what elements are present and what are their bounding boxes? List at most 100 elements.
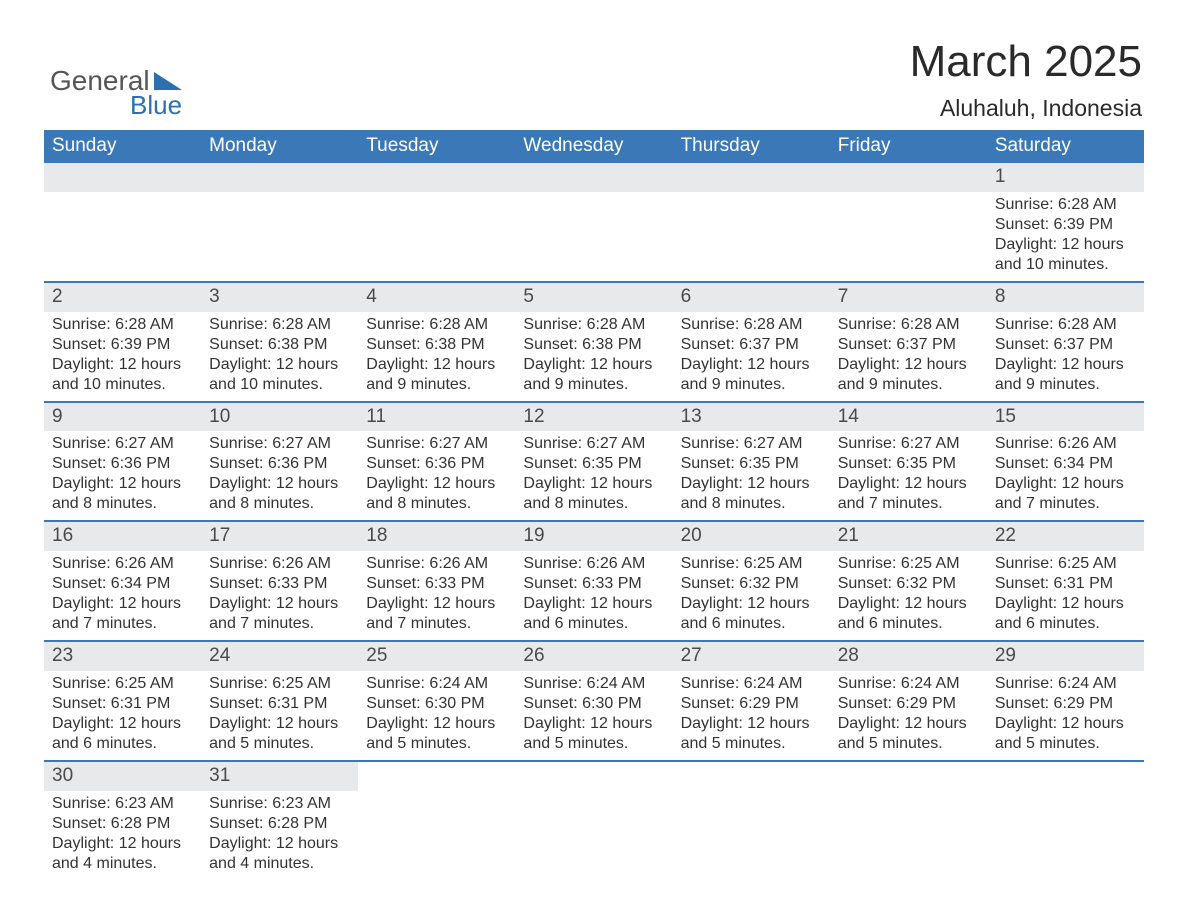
day-number: 13: [673, 403, 830, 432]
sunrise-line: Sunrise: 6:25 AM: [995, 554, 1138, 574]
sunrise-line: Sunrise: 6:24 AM: [681, 674, 824, 694]
sunset-line: Sunset: 6:33 PM: [523, 574, 666, 594]
day-info: Sunrise: 6:23 AMSunset: 6:28 PMDaylight:…: [44, 794, 201, 874]
day-cell: 24Sunrise: 6:25 AMSunset: 6:31 PMDayligh…: [201, 641, 358, 761]
daylight-line: Daylight: 12 hours and 6 minutes.: [523, 594, 666, 634]
sunset-line: Sunset: 6:30 PM: [366, 694, 509, 714]
day-cell: 19 Sunrise: 6:26 AMSunset: 6:33 PMDayligh…: [515, 521, 672, 641]
daylight-line: Daylight: 12 hours and 7 minutes.: [995, 474, 1138, 514]
day-info: Sunrise: 6:26 AMSunset: 6:33 PMDaylight:…: [358, 554, 515, 634]
sunset-line: Sunset: 6:35 PM: [681, 454, 824, 474]
day-info: [673, 794, 830, 864]
week-row: 1Sunrise: 6:28 AMSunset: 6:39 PMDaylight…: [44, 163, 1144, 282]
sunset-line: Sunset: 6:32 PM: [838, 574, 981, 594]
day-number: 30: [44, 762, 201, 791]
day-number: [358, 762, 515, 791]
day-cell: 27 Sunrise: 6:24 AMSunset: 6:29 PMDayligh…: [673, 641, 830, 761]
sunrise-line: Sunrise: 6:25 AM: [838, 554, 981, 574]
sunrise-line: Sunrise: 6:26 AM: [523, 554, 666, 574]
day-info: Sunrise: 6:27 AMSunset: 6:36 PMDaylight:…: [44, 434, 201, 514]
day-number: 26: [515, 642, 672, 671]
day-number: [358, 163, 515, 192]
daylight-line: Daylight: 12 hours and 5 minutes.: [366, 714, 509, 754]
sunset-line: Sunset: 6:35 PM: [838, 454, 981, 474]
day-cell: 1Sunrise: 6:28 AMSunset: 6:39 PMDaylight…: [987, 163, 1144, 282]
daylight-line: Daylight: 12 hours and 10 minutes.: [209, 355, 352, 395]
day-cell: 9Sunrise: 6:27 AMSunset: 6:36 PMDaylight…: [44, 402, 201, 522]
sunset-line: Sunset: 6:36 PM: [209, 454, 352, 474]
day-number: [673, 163, 830, 192]
day-info: Sunrise: 6:25 AMSunset: 6:31 PMDaylight:…: [201, 674, 358, 754]
daylight-line: Daylight: 12 hours and 8 minutes.: [681, 474, 824, 514]
daylight-line: Daylight: 12 hours and 6 minutes.: [681, 594, 824, 634]
day-number: 2: [44, 283, 201, 312]
day-header: Tuesday: [358, 130, 515, 163]
day-number: [44, 163, 201, 192]
daylight-line: Daylight: 12 hours and 5 minutes.: [838, 714, 981, 754]
day-cell: 11Sunrise: 6:27 AMSunset: 6:36 PMDayligh…: [358, 402, 515, 522]
day-number: 3: [201, 283, 358, 312]
logo-text-blue: Blue: [130, 90, 182, 120]
daylight-line: Daylight: 12 hours and 7 minutes.: [838, 474, 981, 514]
day-header: Monday: [201, 130, 358, 163]
week-row: 2Sunrise: 6:28 AMSunset: 6:39 PMDaylight…: [44, 282, 1144, 402]
sunset-line: Sunset: 6:29 PM: [995, 694, 1138, 714]
day-number: 5: [515, 283, 672, 312]
location-subtitle: Aluhaluh, Indonesia: [910, 95, 1142, 122]
day-cell: 14Sunrise: 6:27 AMSunset: 6:35 PMDayligh…: [830, 402, 987, 522]
calendar-body: 1Sunrise: 6:28 AMSunset: 6:39 PMDaylight…: [44, 163, 1144, 880]
sunrise-line: Sunrise: 6:24 AM: [366, 674, 509, 694]
page-title: March 2025: [910, 39, 1142, 85]
sunrise-line: Sunrise: 6:27 AM: [52, 434, 195, 454]
day-info: [201, 195, 358, 265]
daylight-line: Daylight: 12 hours and 7 minutes.: [366, 594, 509, 634]
sunrise-line: Sunrise: 6:25 AM: [52, 674, 195, 694]
daylight-line: Daylight: 12 hours and 5 minutes.: [995, 714, 1138, 754]
day-cell: 5Sunrise: 6:28 AMSunset: 6:38 PMDaylight…: [515, 282, 672, 402]
sunset-line: Sunset: 6:34 PM: [995, 454, 1138, 474]
sunset-line: Sunset: 6:39 PM: [995, 215, 1138, 235]
day-cell: 6Sunrise: 6:28 AMSunset: 6:37 PMDaylight…: [673, 282, 830, 402]
sunset-line: Sunset: 6:34 PM: [52, 574, 195, 594]
day-info: Sunrise: 6:24 AMSunset: 6:29 PMDaylight:…: [987, 674, 1144, 754]
day-cell: 12Sunrise: 6:27 AMSunset: 6:35 PMDayligh…: [515, 402, 672, 522]
day-number: 25: [358, 642, 515, 671]
daylight-line: Daylight: 12 hours and 9 minutes.: [995, 355, 1138, 395]
day-cell: 4Sunrise: 6:28 AMSunset: 6:38 PMDaylight…: [358, 282, 515, 402]
header-bar: General Blue March 2025 Aluhaluh, Indone…: [44, 30, 1144, 122]
daylight-line: Daylight: 12 hours and 6 minutes.: [995, 594, 1138, 634]
day-number: 11: [358, 403, 515, 432]
sunrise-line: Sunrise: 6:24 AM: [995, 674, 1138, 694]
day-number: 12: [515, 403, 672, 432]
sunrise-line: Sunrise: 6:27 AM: [366, 434, 509, 454]
daylight-line: Daylight: 12 hours and 6 minutes.: [52, 714, 195, 754]
day-info: Sunrise: 6:28 AMSunset: 6:39 PMDaylight:…: [987, 195, 1144, 275]
day-number: 31: [201, 762, 358, 791]
daylight-line: Daylight: 12 hours and 5 minutes.: [681, 714, 824, 754]
daylight-line: Daylight: 12 hours and 8 minutes.: [209, 474, 352, 514]
day-cell: 13Sunrise: 6:27 AMSunset: 6:35 PMDayligh…: [673, 402, 830, 522]
day-cell: [358, 761, 515, 880]
day-cell: [358, 163, 515, 282]
day-number: 10: [201, 403, 358, 432]
sunset-line: Sunset: 6:31 PM: [209, 694, 352, 714]
day-cell: 3Sunrise: 6:28 AMSunset: 6:38 PMDaylight…: [201, 282, 358, 402]
day-info: [830, 794, 987, 864]
daylight-line: Daylight: 12 hours and 4 minutes.: [209, 834, 352, 874]
sunset-line: Sunset: 6:35 PM: [523, 454, 666, 474]
day-number: 27: [673, 642, 830, 671]
sunset-line: Sunset: 6:37 PM: [681, 335, 824, 355]
day-cell: 29Sunrise: 6:24 AMSunset: 6:29 PMDayligh…: [987, 641, 1144, 761]
day-header: Thursday: [673, 130, 830, 163]
day-number: 19: [515, 522, 672, 551]
week-row: 23Sunrise: 6:25 AMSunset: 6:31 PMDayligh…: [44, 641, 1144, 761]
day-cell: [515, 163, 672, 282]
day-cell: 7Sunrise: 6:28 AMSunset: 6:37 PMDaylight…: [830, 282, 987, 402]
day-info: [358, 195, 515, 265]
sunset-line: Sunset: 6:29 PM: [681, 694, 824, 714]
sunrise-line: Sunrise: 6:24 AM: [838, 674, 981, 694]
daylight-line: Daylight: 12 hours and 10 minutes.: [52, 355, 195, 395]
day-number: 17: [201, 522, 358, 551]
day-number: 22: [987, 522, 1144, 551]
day-info: Sunrise: 6:25 AMSunset: 6:31 PMDaylight:…: [44, 674, 201, 754]
